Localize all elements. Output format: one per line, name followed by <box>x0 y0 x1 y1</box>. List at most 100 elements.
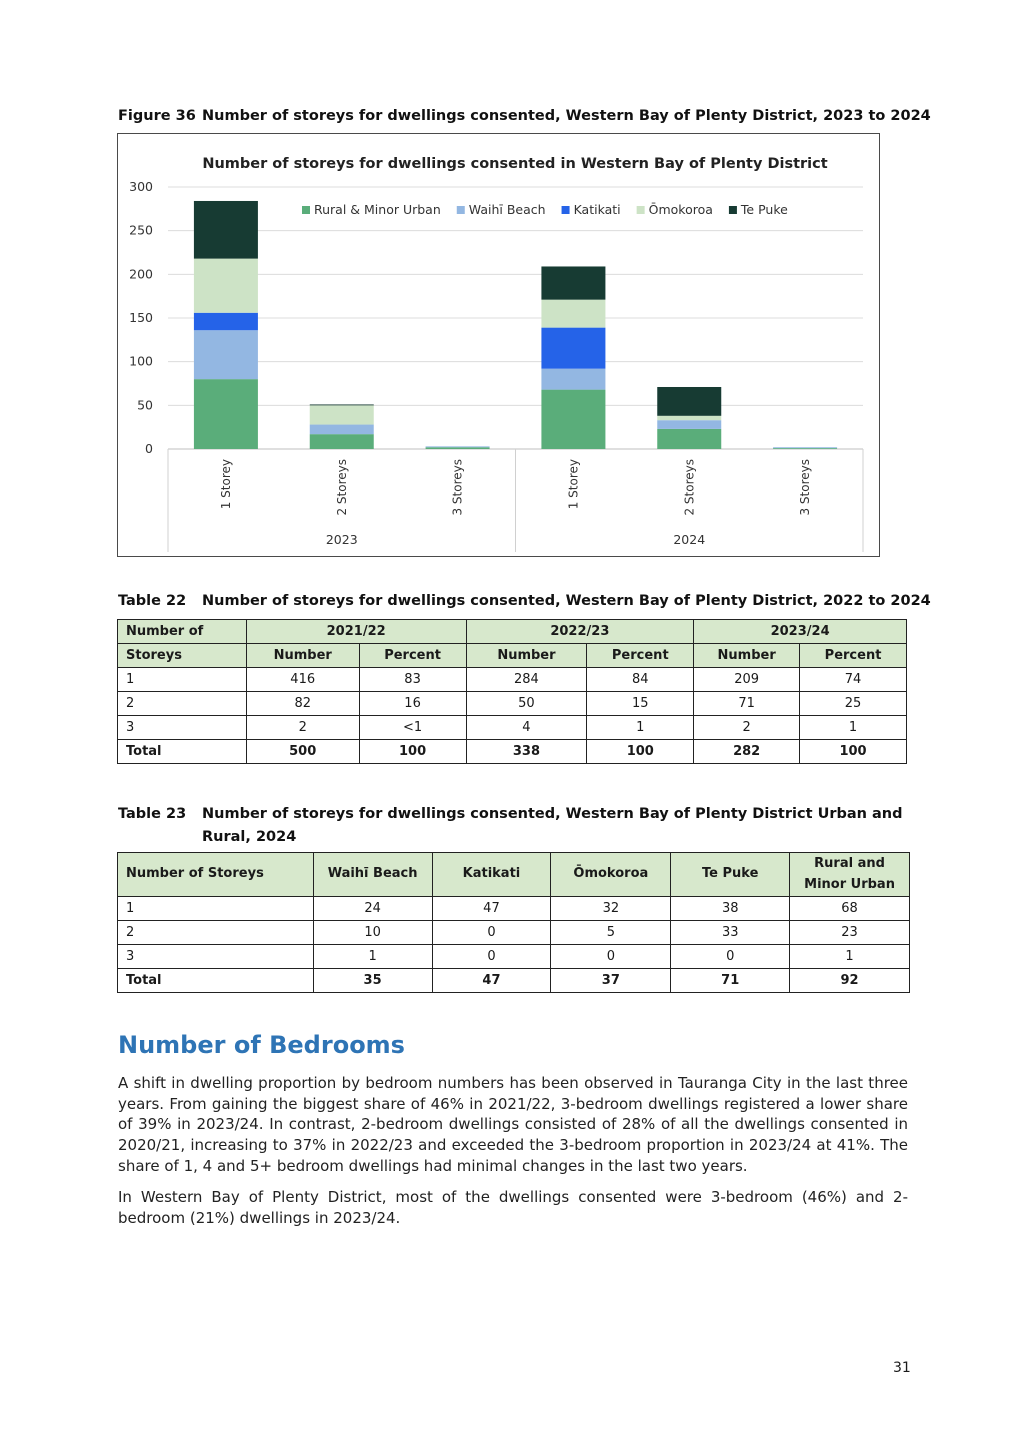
table-cell: 4 <box>465 715 588 740</box>
table-cell: 0 <box>550 944 672 969</box>
table-cell: 500 <box>245 739 360 764</box>
table-cell: 32 <box>550 896 672 921</box>
table-cell: 16 <box>358 691 467 716</box>
x-tick-label: 3 Storeys <box>451 459 465 516</box>
table-cell: 84 <box>586 667 695 692</box>
bar-segment <box>541 327 606 369</box>
legend-label: Katikati <box>574 202 621 217</box>
table-header-cell: Number <box>693 643 801 668</box>
bar-segment <box>193 200 258 259</box>
table-cell: 416 <box>245 667 360 692</box>
bar-segment <box>657 428 722 449</box>
section-heading: Number of Bedrooms <box>118 1031 405 1059</box>
legend-label: Waihī Beach <box>469 202 546 217</box>
table-cell: 71 <box>693 691 801 716</box>
bar-segment <box>193 379 258 449</box>
x-tick-label: 1 Storey <box>566 459 580 509</box>
table-cell: 38 <box>670 896 791 921</box>
table-header-cell: Rural and Minor Urban <box>789 852 910 897</box>
legend-label: Ōmokoroa <box>649 202 713 217</box>
table-cell: 83 <box>358 667 467 692</box>
table23-title-line2: Rural, 2024 <box>202 829 297 845</box>
bar-segment <box>425 447 490 449</box>
table-cell: 1 <box>799 715 907 740</box>
bar-segment <box>193 312 258 331</box>
body-paragraph: In Western Bay of Plenty District, most … <box>118 1188 908 1227</box>
table-header-cell: 2021/22 <box>245 619 467 644</box>
x-group-label: 2024 <box>673 532 705 547</box>
table22-label: Table 22 <box>118 593 187 609</box>
chart-title: Number of storeys for dwellings consente… <box>202 156 827 172</box>
table-cell: 284 <box>465 667 588 692</box>
table-cell: 25 <box>799 691 907 716</box>
table-header-cell: Katikati <box>431 852 552 897</box>
table-cell: 1 <box>789 944 910 969</box>
table-cell: 47 <box>431 896 552 921</box>
bar-segment <box>773 448 838 449</box>
y-tick-label: 150 <box>129 310 153 325</box>
y-tick-label: 300 <box>129 179 153 194</box>
table-row: 3 2 <1 4 1 2 1 <box>117 715 907 740</box>
table-cell: 92 <box>789 968 910 993</box>
bar-segment <box>657 386 722 416</box>
table-cell: 338 <box>465 739 588 764</box>
legend-label: Te Puke <box>740 202 788 217</box>
table-cell: 37 <box>550 968 672 993</box>
x-tick-label: 3 Storeys <box>798 459 812 516</box>
table-cell: 3 <box>117 715 247 740</box>
table-cell: <1 <box>358 715 467 740</box>
legend-swatch <box>456 206 465 214</box>
table-cell: 82 <box>245 691 360 716</box>
legend-swatch <box>561 206 570 214</box>
figure-caption: Figure 36 Number of storeys for dwellings… <box>118 108 931 124</box>
bar-segment <box>541 368 606 390</box>
table-cell: 35 <box>312 968 433 993</box>
table-cell: 2 <box>117 691 247 716</box>
bar-segment <box>541 299 606 328</box>
table-cell: 0 <box>431 944 552 969</box>
table-cell: 1 <box>312 944 433 969</box>
table-header-cell: Number of Storeys <box>117 852 314 897</box>
table-row: 3 1 0 0 0 1 <box>117 944 910 969</box>
table-cell: 71 <box>670 968 791 993</box>
bar-segment <box>309 434 374 449</box>
table-cell: 100 <box>799 739 907 764</box>
table-cell: 2 <box>245 715 360 740</box>
table-cell: 15 <box>586 691 695 716</box>
table-cell: 50 <box>465 691 588 716</box>
table-cell: Total <box>117 968 314 993</box>
table-header-cell: Number <box>245 643 360 668</box>
figure-label: Figure 36 <box>118 108 196 124</box>
table-header-cell: 2022/23 <box>465 619 695 644</box>
table-cell: 1 <box>117 667 247 692</box>
table22-title: Number of storeys for dwellings consente… <box>202 593 931 609</box>
table-cell: 2 <box>693 715 801 740</box>
table-header-cell: Ōmokoroa <box>550 852 672 897</box>
table-row: 2 82 16 50 15 71 25 <box>117 691 907 716</box>
table-header-row: Number of 2021/22 2022/23 2023/24 <box>117 619 907 644</box>
bar-segment <box>309 404 374 406</box>
table-cell: 0 <box>670 944 791 969</box>
table-cell: Total <box>117 739 247 764</box>
y-tick-label: 200 <box>129 266 153 281</box>
table-cell: 1 <box>586 715 695 740</box>
legend-swatch <box>728 206 737 214</box>
bar-segment <box>309 424 374 435</box>
table-cell: 2 <box>117 920 314 945</box>
chart-svg: Number of storeys for dwellings consente… <box>129 156 864 552</box>
bar-segment <box>541 266 606 300</box>
table-cell: 282 <box>693 739 801 764</box>
bar-segment <box>425 446 490 448</box>
table23-title-line1: Number of storeys for dwellings consente… <box>202 806 903 822</box>
bar-segment <box>657 420 722 429</box>
table-header-row: Storeys Number Percent Number Percent Nu… <box>117 643 907 668</box>
table-cell: 209 <box>693 667 801 692</box>
bar-segment <box>193 330 258 380</box>
bar-segment <box>193 258 258 313</box>
table-cell: 24 <box>312 896 433 921</box>
table-header-cell: Number of <box>117 619 247 644</box>
table-header-cell: 2023/24 <box>693 619 907 644</box>
y-tick-label: 0 <box>145 441 153 456</box>
storeys-chart: Number of storeys for dwellings consente… <box>117 133 880 557</box>
